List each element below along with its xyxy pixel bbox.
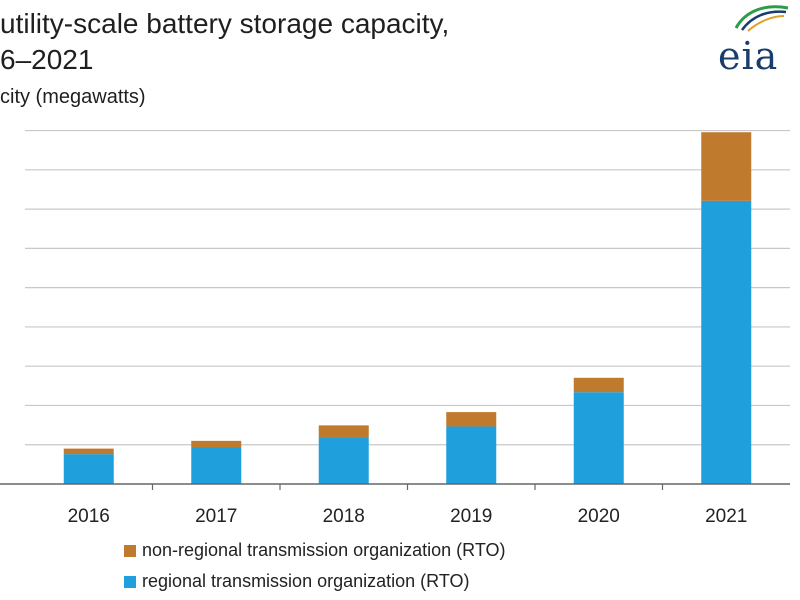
x-tick-label-2017: 2017 bbox=[195, 506, 237, 527]
eia-swoosh-icon bbox=[734, 5, 789, 32]
x-axis bbox=[0, 483, 790, 490]
bar-rto-2017 bbox=[191, 447, 242, 484]
x-tick-label-2019: 2019 bbox=[450, 506, 492, 527]
x-tick-label-2018: 2018 bbox=[323, 506, 365, 527]
x-tick-label-2020: 2020 bbox=[578, 506, 620, 527]
bar-non-rto-2019 bbox=[446, 412, 497, 427]
bars bbox=[63, 132, 752, 485]
bar-rto-2020 bbox=[573, 392, 624, 484]
legend-swatch-rto bbox=[124, 575, 136, 588]
bar-non-rto-2018 bbox=[318, 425, 369, 438]
x-tick-label-2021: 2021 bbox=[705, 506, 747, 527]
y-axis-label: city (megawatts) bbox=[0, 86, 146, 108]
x-tick-labels: 2016 2017 2018 2019 2020 2021 bbox=[68, 506, 748, 527]
x-tick-label-2016: 2016 bbox=[68, 506, 110, 527]
chart-title-line-2: 6–2021 bbox=[0, 44, 94, 75]
bar-rto-2018 bbox=[318, 437, 369, 484]
eia-logo: eia bbox=[718, 34, 779, 78]
legend-label-rto: regional transmission organization (RTO) bbox=[142, 571, 470, 591]
bar-rto-2016 bbox=[63, 454, 114, 484]
bar-non-rto-2017 bbox=[191, 440, 242, 448]
legend-swatch-non-rto bbox=[124, 544, 136, 557]
legend-item-rto: regional transmission organization (RTO) bbox=[124, 571, 469, 592]
chart-title-line-1: utility-scale battery storage capacity, bbox=[0, 8, 450, 39]
gridlines bbox=[25, 129, 790, 446]
bar-non-rto-2020 bbox=[573, 377, 624, 393]
bar-non-rto-2021 bbox=[701, 132, 752, 201]
legend-item-non-rto: non-regional transmission organization (… bbox=[124, 540, 506, 561]
legend-label-non-rto: non-regional transmission organization (… bbox=[142, 540, 506, 560]
bar-rto-2019 bbox=[446, 426, 497, 484]
bar-non-rto-2016 bbox=[63, 448, 114, 455]
bar-rto-2021 bbox=[701, 200, 752, 485]
